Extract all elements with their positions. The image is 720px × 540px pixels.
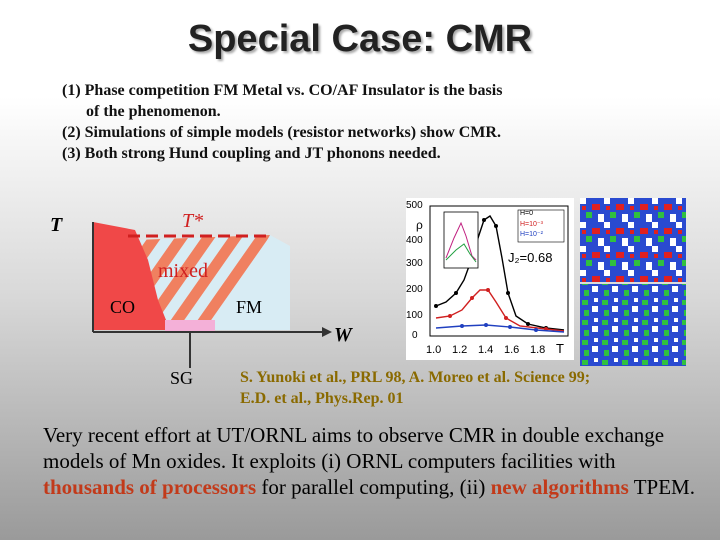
legend-h0: H=0 (520, 210, 534, 217)
w-axis-label: W (334, 324, 352, 346)
y-tick-500: 500 (406, 200, 423, 211)
bullet-points: (1) Phase competition FM Metal vs. CO/AF… (62, 80, 662, 164)
highlight-algorithms: new algorithms (490, 475, 629, 499)
highlight-processors: thousands of processors (43, 475, 257, 499)
j2-annotation: J₂=0.68 (508, 250, 553, 265)
point-1-cont: of the phenomenon. (86, 103, 221, 120)
mixed-label: mixed (158, 260, 208, 282)
x-tick-1-6: 1.6 (504, 344, 520, 356)
paragraph-part-2: for parallel computing, (ii) (256, 475, 491, 499)
co-label: CO (110, 297, 136, 317)
co-region (93, 222, 170, 330)
resistivity-plot: 500 400 300 200 100 0 ρ 1.0 1.2 1.4 1.6 … (406, 198, 574, 360)
t-axis-label: T (50, 214, 63, 236)
spin-maps (580, 198, 686, 366)
x-tick-1-8: 1.8 (530, 344, 546, 356)
point-1: (1) Phase competition FM Metal vs. CO/AF… (62, 82, 503, 99)
point-3: (3) Both strong Hund coupling and JT pho… (62, 145, 441, 162)
legend-h2: H=10⁻² (520, 231, 543, 238)
rho-axis-label: ρ (416, 218, 423, 232)
y-tick-300: 300 (406, 258, 423, 269)
x-tick-1-4: 1.4 (478, 344, 494, 356)
phase-diagram: T T* mixed CO FM W SG (40, 200, 370, 390)
reference-1: S. Yunoki et al., PRL 98, A. Moreo et al… (240, 369, 591, 386)
paragraph-part-3: TPEM. (628, 475, 695, 499)
sg-label: SG (170, 368, 194, 388)
y-tick-200: 200 (406, 284, 423, 295)
body-paragraph: Very recent effort at UT/ORNL aims to ob… (43, 422, 703, 500)
fm-label: FM (236, 297, 263, 317)
references: S. Yunoki et al., PRL 98, A. Moreo et al… (240, 367, 710, 409)
x-tick-1-2: 1.2 (452, 344, 468, 356)
legend-h3: H=10⁻³ (520, 221, 543, 228)
t-star-label: T* (182, 210, 204, 232)
mixed-region (135, 235, 270, 330)
y-tick-400: 400 (406, 235, 423, 246)
paragraph-part-1: Very recent effort at UT/ORNL aims to ob… (43, 423, 665, 473)
t-axis-label-plot: T (556, 341, 564, 356)
point-2: (2) Simulations of simple models (resist… (62, 124, 501, 141)
reference-2: E.D. et al., Phys.Rep. 01 (240, 390, 404, 407)
y-tick-0: 0 (412, 330, 418, 341)
sg-region (165, 320, 215, 332)
y-tick-100: 100 (406, 310, 423, 321)
x-tick-1-0: 1.0 (426, 344, 442, 356)
slide-title: Special Case: CMR (187, 18, 533, 60)
